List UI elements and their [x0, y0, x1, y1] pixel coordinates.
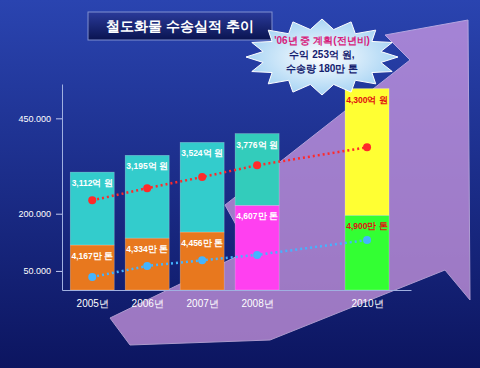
x-tick-label: 2007년	[187, 298, 219, 309]
y-tick-label: 450.000	[18, 114, 51, 124]
title: 철도화물 수송실적 추이	[106, 18, 254, 34]
bar	[70, 172, 114, 245]
x-tick: 2010년	[351, 290, 383, 309]
bar-series	[70, 89, 389, 245]
y-tick: 450.000	[18, 114, 62, 124]
y-tick-label: 50.000	[23, 266, 51, 276]
x-tick: 2006년	[132, 290, 164, 309]
x-tick-label: 2005년	[77, 298, 109, 309]
callout: '06년 중 계획(전년비) 수익 253억 원, 수송량 180만 톤	[246, 19, 398, 95]
chart-root: 2005년 2006년 2007년 2008년 2010년 50.000 200.000 45…	[0, 0, 480, 368]
line-series	[88, 236, 371, 281]
callout-text: '06년 중 계획(전년비)	[274, 35, 370, 46]
chart-svg: 2005년 2006년 2007년 2008년 2010년 50.000 200.000 45…	[0, 0, 480, 368]
y-tick-mark	[56, 118, 62, 119]
bar	[345, 215, 389, 290]
x-axis-line	[63, 290, 412, 291]
line-series	[88, 143, 371, 204]
y-tick-label: 200.000	[18, 209, 51, 219]
x-tick-label: 2006년	[132, 298, 164, 309]
bar	[180, 142, 224, 232]
marker	[143, 184, 151, 192]
marker	[253, 251, 261, 259]
x-tick: 2005년	[77, 290, 109, 309]
title-background	[88, 12, 272, 40]
bar-series	[70, 205, 389, 290]
y-tick: 200.000	[18, 209, 62, 219]
bar-annotation: 3,524억 원	[181, 148, 223, 158]
plot-marks	[70, 89, 389, 290]
bar	[70, 245, 114, 290]
x-tick: 2008년	[241, 290, 273, 309]
marker	[363, 236, 371, 244]
bar-annotation: 4,334만 톤	[126, 244, 168, 254]
background	[0, 0, 480, 368]
bar-annotation: 4,456만 톤	[181, 238, 223, 248]
marker	[198, 173, 206, 181]
line	[92, 240, 367, 277]
y-axis: 50.000 200.000 450.000	[18, 85, 62, 291]
marker	[88, 273, 96, 281]
annotations: 3,112억 원 3,195억 원 3,524억 원 3,776억 원 4,300억 원…	[71, 95, 387, 261]
marker	[363, 143, 371, 151]
bar-annotation: 3,195억 원	[126, 161, 168, 171]
marker	[253, 161, 261, 169]
x-tick-label: 2010년	[351, 298, 383, 309]
bar-annotation: 3,112억 원	[72, 178, 113, 188]
marker	[143, 262, 151, 270]
x-tick-label: 2008년	[241, 298, 273, 309]
bar-annotation: 4,300억 원	[346, 95, 388, 105]
bar-annotation: 4,167만 톤	[71, 251, 113, 261]
callout-text: 수송량 180만 톤	[286, 63, 358, 74]
y-tick: 50.000	[23, 266, 62, 276]
bar-annotation: 3,776억 원	[236, 140, 278, 150]
callout-text: 수익 253억 원,	[289, 49, 354, 60]
line	[92, 147, 367, 200]
callout-burst	[246, 19, 398, 95]
x-axis: 2005년 2006년 2007년 2008년 2010년	[63, 290, 412, 309]
y-axis-line	[62, 85, 63, 291]
title-box: 철도화물 수송실적 추이	[88, 12, 272, 40]
y-tick-mark	[56, 214, 62, 215]
bar	[125, 155, 169, 238]
bar	[345, 89, 389, 216]
bar	[235, 205, 279, 290]
x-tick: 2007년	[187, 290, 219, 309]
bar-annotation: 4,607만 톤	[236, 211, 278, 221]
decorative-arrow	[110, 20, 470, 345]
y-tick-mark	[56, 271, 62, 272]
marker	[198, 256, 206, 264]
bar	[235, 134, 279, 206]
bar-annotation: 4,900만 톤	[346, 221, 388, 231]
marker	[88, 196, 96, 204]
